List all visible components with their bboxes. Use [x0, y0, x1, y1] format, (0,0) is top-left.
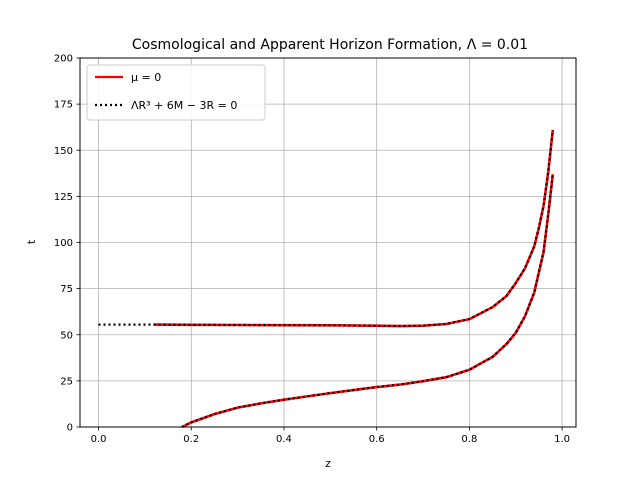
legend-label-horizon: ΛR³ + 6M − 3R = 0 [131, 99, 237, 112]
x-tick-label: 0.0 [91, 434, 107, 445]
legend: μ = 0 ΛR³ + 6M − 3R = 0 [86, 64, 266, 121]
x-axis-label: z [325, 457, 331, 470]
x-tick-label: 0.2 [183, 434, 199, 445]
y-tick-label: 175 [54, 100, 73, 111]
horizon-condition-curve [98, 129, 554, 328]
y-tick-label: 25 [60, 376, 73, 387]
y-axis-label: t [25, 239, 38, 244]
axis-ticks: 0.0 0.2 0.4 0.6 0.8 1.0 0 25 50 75 100 125 150 175 200 [54, 54, 570, 446]
x-tick-label: 0.6 [369, 434, 385, 445]
x-tick-label: 0.4 [276, 434, 292, 445]
y-tick-label: 75 [60, 284, 73, 295]
horizon-condition-curve [181, 174, 554, 428]
y-tick-label: 125 [54, 192, 73, 203]
y-tick-label: 100 [54, 238, 73, 249]
plot-series [98, 129, 555, 429]
legend-box [86, 64, 266, 121]
legend-label-mu: μ = 0 [131, 71, 161, 84]
y-tick-label: 200 [54, 54, 73, 65]
y-tick-label: 0 [67, 423, 73, 434]
chart-title: Cosmological and Apparent Horizon Format… [132, 37, 528, 53]
y-tick-label: 150 [54, 146, 73, 157]
x-tick-label: 0.8 [461, 434, 477, 445]
y-tick-label: 50 [60, 330, 73, 341]
x-tick-label: 1.0 [554, 434, 570, 445]
